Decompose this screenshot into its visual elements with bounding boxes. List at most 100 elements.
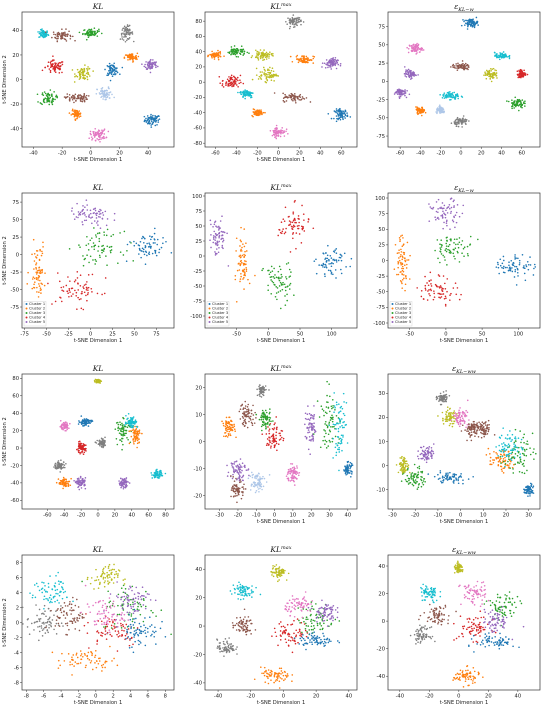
scatter-point-c11 <box>56 95 58 98</box>
scatter-point-c7 <box>336 61 339 64</box>
scatter-point-c8 <box>518 70 521 73</box>
scatter-point-c7 <box>485 69 488 72</box>
scatter-point-c7 <box>486 74 488 76</box>
scatter-point-c5 <box>323 273 326 275</box>
legend-marker <box>25 307 28 310</box>
scatter-point-c12 <box>464 120 466 122</box>
scatter-point-c7 <box>486 70 489 73</box>
scatter-point-c2 <box>36 270 39 272</box>
scatter-point-c5 <box>263 49 265 51</box>
scatter-point-c7 <box>77 71 80 74</box>
scatter-point-c8 <box>239 74 242 77</box>
scatter-point-c1 <box>454 214 457 217</box>
scatter-point-c2 <box>295 19 298 22</box>
scatter-point-c1 <box>442 227 444 230</box>
scatter-point-c5 <box>259 49 262 51</box>
scatter-point-c2 <box>41 32 43 35</box>
scatter-point-c9 <box>268 69 270 71</box>
scatter-point-c1 <box>215 248 218 250</box>
scatter-point-c4 <box>79 443 82 446</box>
scatter-point-c5 <box>457 66 460 68</box>
scatter-point-c9 <box>65 478 67 481</box>
scatter-point-c6 <box>54 71 57 74</box>
scatter-point-c2 <box>245 250 248 252</box>
scatter-point-c5 <box>527 263 530 266</box>
scatter-point-c4 <box>428 293 430 295</box>
scatter-point-c5 <box>121 428 124 430</box>
scatter-point-c7 <box>335 67 338 70</box>
scatter-point-c4 <box>437 274 440 276</box>
scatter-point-c4 <box>68 289 71 292</box>
scatter-point-c3 <box>292 219 295 222</box>
scatter-point-c12 <box>158 474 160 476</box>
scatter-point-c2 <box>44 272 46 274</box>
scatter-point-c1 <box>445 222 448 224</box>
scatter-point-c9 <box>132 60 135 62</box>
y-tick-label: 0 <box>199 254 202 260</box>
scatter-point-c3 <box>78 244 80 246</box>
scatter-point-c4 <box>424 287 427 290</box>
scatter-point-c11 <box>39 102 42 104</box>
scatter-point-c13 <box>257 112 260 114</box>
scatter-point-c5 <box>326 254 329 257</box>
scatter-point-c4 <box>436 285 439 288</box>
scatter-point-c2 <box>42 246 44 248</box>
scatter-point-c11 <box>47 100 50 102</box>
scatter-point-c1 <box>146 115 149 117</box>
scatter-point-c10 <box>239 91 241 94</box>
scatter-point-c8 <box>225 81 228 84</box>
scatter-point-c1 <box>106 218 109 220</box>
legend-box <box>389 301 413 327</box>
scatter-point-c1 <box>150 116 152 118</box>
scatter-point-c1 <box>339 112 341 115</box>
scatter-point-c4 <box>278 265 281 268</box>
scatter-point-c12 <box>465 119 468 121</box>
scatter-point-c5 <box>127 25 130 28</box>
scatter-point-c2 <box>403 274 405 276</box>
scatter-point-c4 <box>93 32 96 35</box>
scatter-point-c5 <box>156 238 159 241</box>
scatter-point-c7 <box>488 73 490 75</box>
scatter-point-c3 <box>82 264 85 267</box>
scatter-point-c3 <box>439 247 442 249</box>
scatter-point-c8 <box>235 84 238 86</box>
scatter-point-c4 <box>280 277 282 279</box>
scatter-point-c12 <box>464 118 467 121</box>
scatter-point-c5 <box>339 253 342 256</box>
scatter-point-c2 <box>39 31 41 33</box>
scatter-point-c11 <box>52 100 54 103</box>
scatter-point-c1 <box>77 211 80 213</box>
scatter-point-c5 <box>258 52 260 54</box>
scatter-point-c12 <box>81 100 84 103</box>
scatter-point-c7 <box>80 68 82 71</box>
scatter-point-c4 <box>398 92 400 95</box>
scatter-point-c12 <box>275 128 278 131</box>
scatter-point-c6 <box>49 66 52 69</box>
scatter-point-c2 <box>77 423 80 425</box>
scatter-point-c3 <box>294 219 296 221</box>
scatter-point-c5 <box>124 432 126 435</box>
scatter-point-c3 <box>447 245 450 248</box>
scatter-point-c5 <box>121 29 124 31</box>
scatter-point-c7 <box>79 70 81 73</box>
scatter-point-c10 <box>84 480 86 482</box>
scatter-point-c4 <box>433 290 435 292</box>
scatter-point-c2 <box>400 261 402 264</box>
legend-entry: Cluster 3 <box>395 311 411 315</box>
scatter-point-c4 <box>285 277 288 280</box>
y-tick-label: 0 <box>382 258 385 264</box>
scatter-point-c8 <box>235 78 238 80</box>
scatter-point-c7 <box>131 425 134 428</box>
scatter-point-c9 <box>130 56 133 59</box>
scatter-point-c3 <box>439 243 441 246</box>
scatter-point-c5 <box>128 37 131 39</box>
scatter-point-c6 <box>494 55 496 57</box>
scatter-point-c4 <box>279 268 282 271</box>
scatter-point-c14 <box>94 139 97 142</box>
scatter-point-c4 <box>51 303 53 305</box>
scatter-point-c2 <box>39 279 41 282</box>
scatter-point-c11 <box>118 480 120 482</box>
scatter-point-c10 <box>81 482 83 485</box>
scatter-point-c2 <box>292 26 295 28</box>
scatter-point-c3 <box>68 427 70 430</box>
